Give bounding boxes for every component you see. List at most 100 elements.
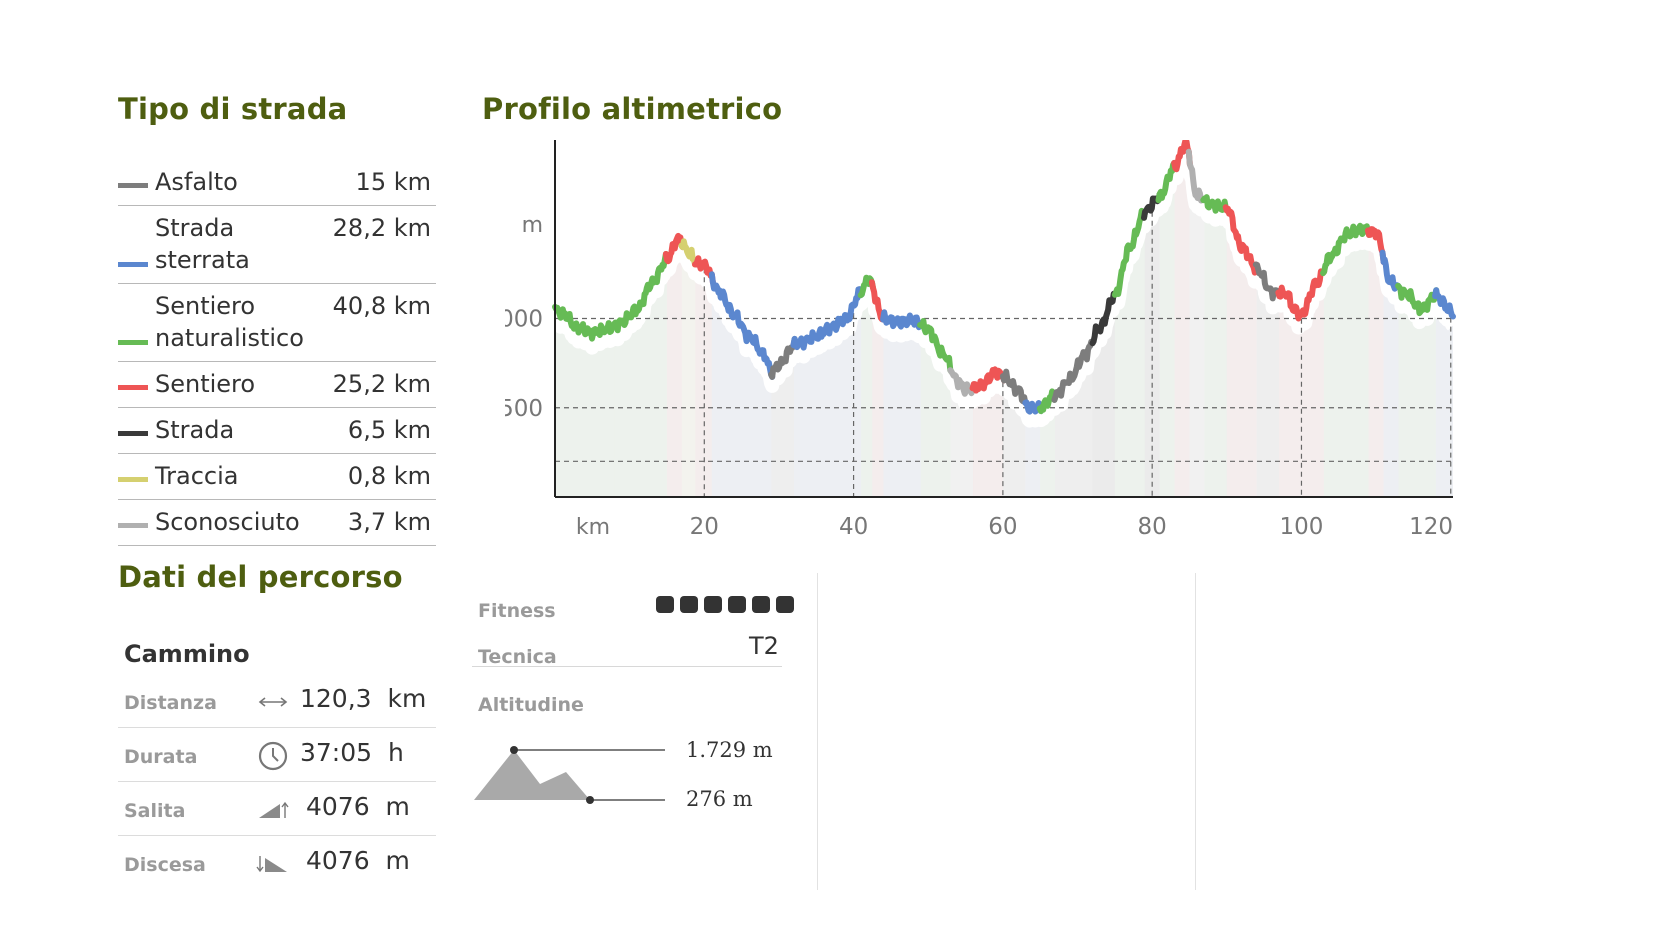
technique-value: T2 [749,632,779,660]
profile-segment [1252,261,1283,302]
road-type-km: 0,8 km [347,462,431,490]
road-type-name: Sconosciuto [155,508,300,536]
road-type-km: 6,5 km [347,416,431,444]
fitness-label: Fitness [478,600,556,622]
profile-segment [1364,226,1387,265]
road-type-swatch [118,431,148,436]
profile-segment [1089,289,1119,347]
profile-segment [969,366,1007,394]
profile-segment [1395,282,1440,317]
road-type-name: Sentiero [155,370,256,398]
altitude-max: 1.729 m [686,738,773,762]
road-type-traccia: Traccia 0,8 km [118,454,436,500]
road-type-strada: Strada 6,5 km [118,408,436,454]
profile-segment [1222,204,1261,276]
distance-label: Distanza [124,692,217,714]
descent-label: Discesa [124,854,206,876]
road-type-km: 15 km [355,168,431,196]
route-data-title: Dati del percorso [118,560,403,594]
road-type-asfalto: Asfalto 15 km [118,160,436,206]
fitness-dot [656,596,674,613]
profile-segment [662,232,686,265]
y-unit-label: m [522,213,543,238]
profile-segment [1171,140,1193,173]
route-row-distance: Distanza 120,3 km [118,674,436,728]
road-type-km: 25,2 km [332,370,431,398]
divider [472,666,782,667]
road-type-name: Strada [155,416,235,444]
route-row-descent: Discesa 4076 m [118,836,436,889]
ascent-value: 4076 m [306,792,410,821]
road-type-swatch [118,340,148,345]
profile-segment [1297,268,1328,319]
fitness-dot [704,596,722,613]
x-tick-label: 120 [1409,514,1453,540]
road-type-name: Traccia [155,462,239,490]
profile-segment [1200,194,1230,214]
descent-icon [256,856,287,873]
x-tick-label: 20 [690,514,719,540]
x-tick-label: 60 [988,514,1017,540]
fitness-dot [680,596,698,613]
altitude-min: 276 m [686,787,753,811]
elevation-profile-chart: 500 1000 20 40 60 80 100 120 m km [505,140,1459,540]
profile-segment [1022,399,1044,415]
profile-segment [1320,222,1372,277]
altitude-label: Altitudine [478,694,584,716]
ascent-icon [259,801,289,818]
ascent-label: Salita [124,800,186,822]
road-types-title: Tipo di strada [118,92,348,126]
profile-segment [917,318,955,375]
road-type-sentiero-naturalistico: Sentiero naturalistico 40,8 km [118,284,436,362]
road-type-swatch [118,385,148,390]
mountain-icon [474,746,665,804]
arrows-horizontal-icon [258,697,288,707]
y-tick-label: 500 [505,396,543,422]
road-type-swatch [118,477,148,482]
column-separator [1195,573,1196,890]
duration-label: Durata [124,746,198,768]
profile-segment [880,309,925,331]
column-separator [817,573,818,890]
profile-segment [999,368,1030,406]
road-type-km: 3,7 km [347,508,431,536]
profile-segment [678,238,700,268]
profile-segment [611,251,670,334]
fitness-dot [752,596,770,613]
profile-segment [692,255,716,286]
profile-segment [1051,338,1097,403]
profile-segment [1111,207,1149,298]
profile-segment [790,286,865,351]
route-row-duration: Durata 37:05 h [118,728,436,782]
fitness-dot [728,596,746,613]
x-tick-label: 80 [1138,514,1167,540]
road-type-swatch [118,523,148,528]
road-type-km: 40,8 km [332,292,431,320]
clock-icon [258,741,288,771]
route-row-ascent: Salita 4076 m [118,782,436,836]
road-type-sconosciuto: Sconosciuto 3,7 km [118,500,436,546]
route-data-table: Distanza 120,3 km Durata 37:05 h Salita … [118,674,436,889]
duration-value: 37:05 h [300,738,404,767]
profile-segment [768,335,798,380]
road-type-swatch [118,183,148,188]
road-types-legend: Asfalto 15 km Strada sterrata 28,2 km Se… [118,160,436,546]
y-tick-label: 1000 [505,307,543,333]
distance-value: 120,3 km [300,684,427,713]
segment-band [861,140,873,497]
fitness-rating [656,596,794,613]
road-type-swatch [118,262,148,267]
descent-value: 4076 m [306,846,410,875]
fitness-dot [776,596,794,613]
road-type-name: Asfalto [155,168,238,196]
road-type-sentiero: Sentiero 25,2 km [118,362,436,408]
technique-label: Tecnica [478,646,557,668]
profile-title: Profilo altimetrico [482,92,783,126]
road-type-name: Strada sterrata [155,214,250,274]
route-activity: Cammino [124,640,250,668]
profile-segment [1432,287,1456,320]
x-tick-label: 40 [839,514,868,540]
profile-segment [552,303,619,342]
x-unit-label: km [576,515,610,540]
x-tick-label: 100 [1280,514,1324,540]
